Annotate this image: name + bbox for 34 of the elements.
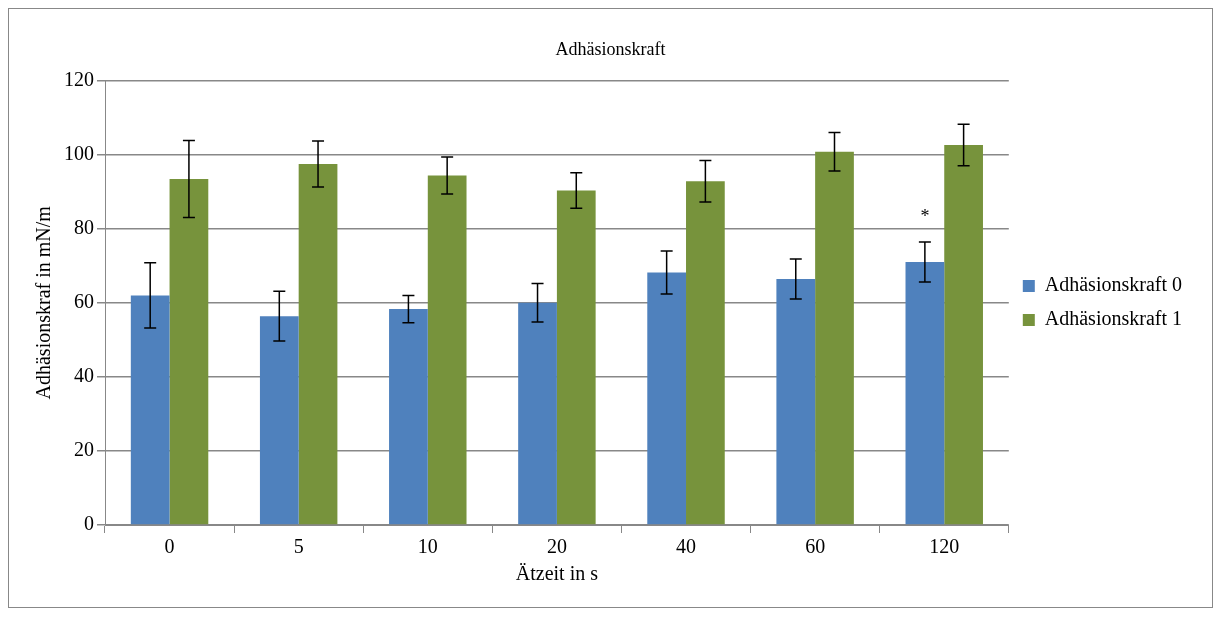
bar xyxy=(298,163,338,525)
y-tick-label: 0 xyxy=(84,512,94,535)
bar xyxy=(169,179,209,525)
bar xyxy=(259,316,299,525)
bar xyxy=(815,151,854,525)
legend-label: Adhäsionskraft 1 xyxy=(1044,307,1183,330)
y-tick-label: 80 xyxy=(74,215,94,238)
x-tick-label: 10 xyxy=(417,535,438,558)
x-tick-label: 60 xyxy=(805,535,826,558)
bar xyxy=(130,295,170,525)
y-tick-label: 100 xyxy=(64,141,94,164)
y-axis-title: Adhäsionskraf in mN/m xyxy=(32,205,55,400)
bar xyxy=(427,175,467,525)
x-tick-label: 120 xyxy=(929,535,960,558)
bar xyxy=(944,145,983,525)
y-tick-label: 40 xyxy=(74,364,94,387)
y-tick-label: 120 xyxy=(64,67,94,90)
x-tick-label: 20 xyxy=(546,535,567,558)
legend-label: Adhäsionskraft 0 xyxy=(1044,273,1183,296)
bar xyxy=(389,309,428,525)
y-tick-label: 20 xyxy=(74,438,94,461)
bar xyxy=(686,181,725,525)
annotation: * xyxy=(920,206,930,227)
x-tick-label: 40 xyxy=(676,535,697,558)
chart-title: Adhäsionskraft xyxy=(555,38,666,59)
x-tick-label: 5 xyxy=(293,535,304,558)
bar xyxy=(905,262,945,525)
x-axis-title: Ätzeit in s xyxy=(515,562,599,585)
x-tick-label: 0 xyxy=(164,535,175,558)
y-tick-label: 60 xyxy=(74,290,94,313)
bar xyxy=(518,302,557,525)
bar xyxy=(647,272,687,525)
bar xyxy=(776,279,816,525)
bar xyxy=(556,190,596,525)
